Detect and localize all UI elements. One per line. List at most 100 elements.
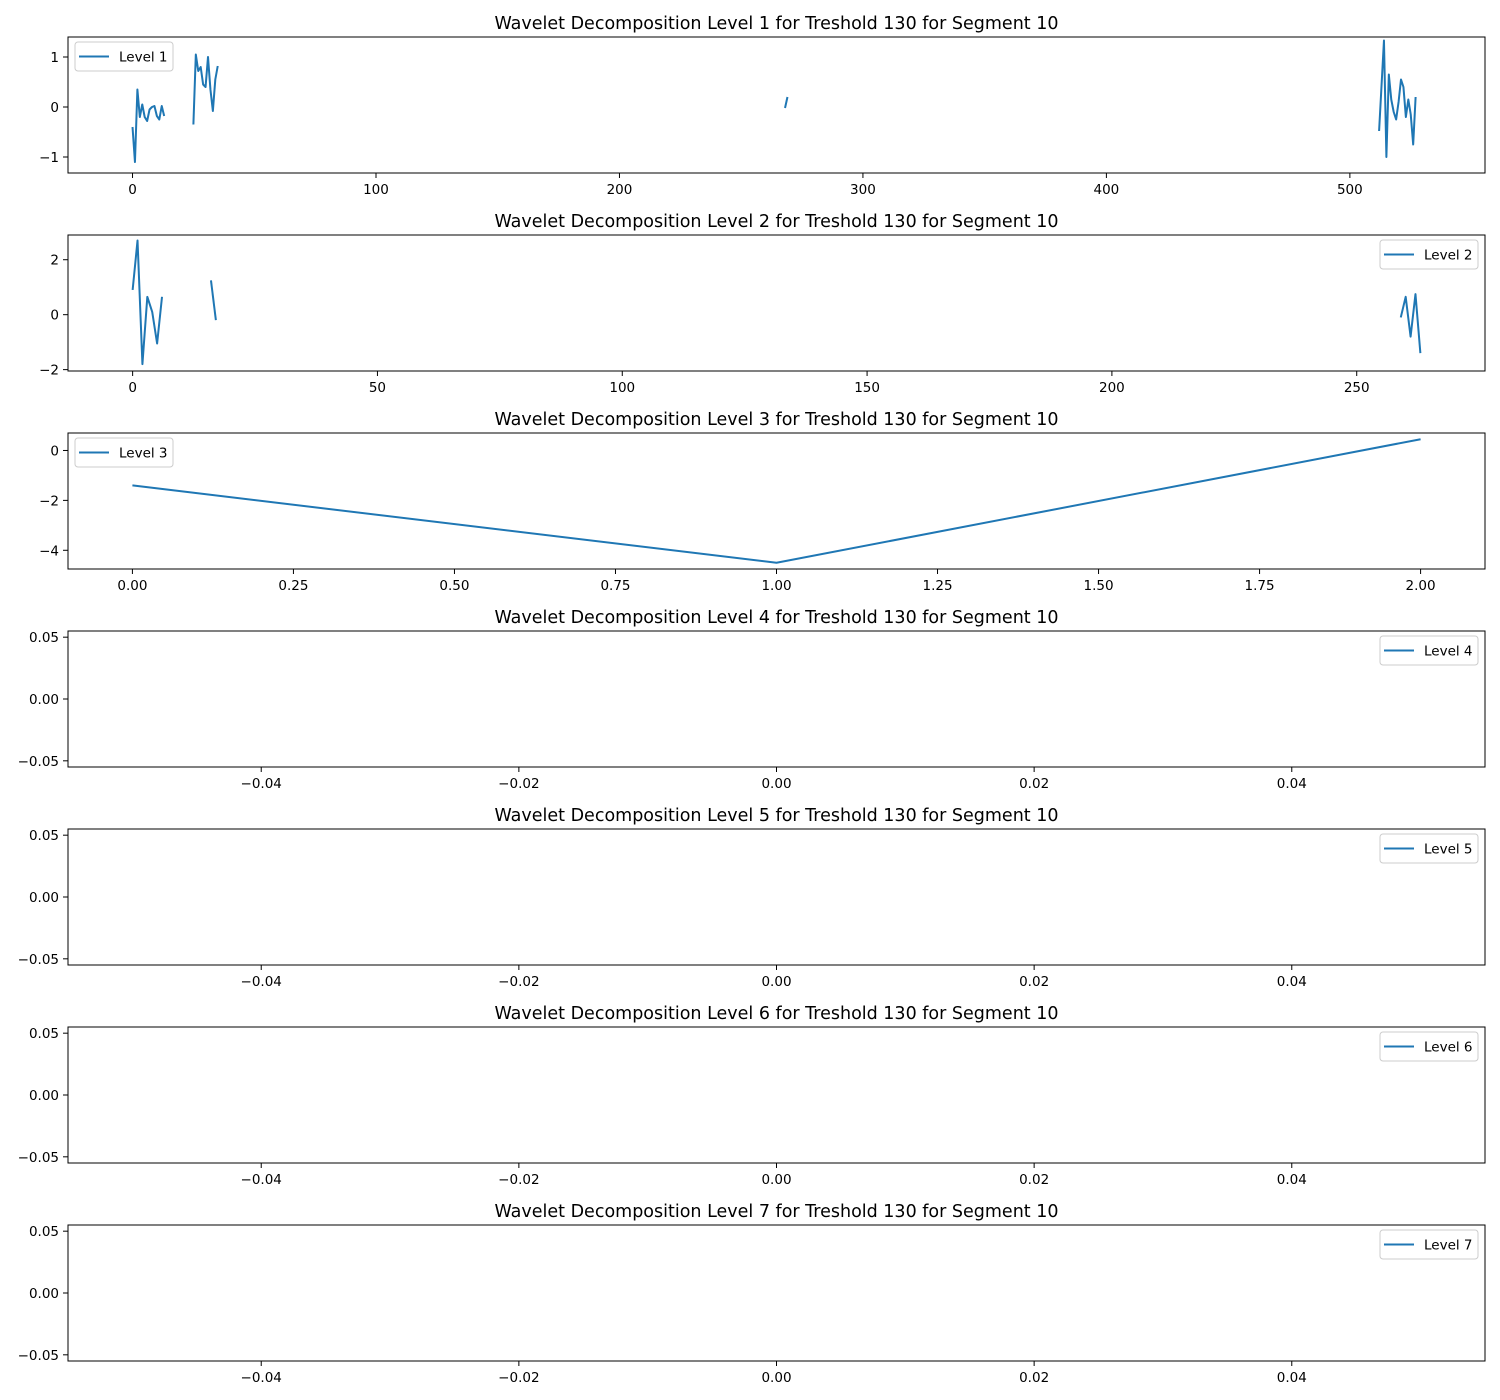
x-tick-label: −0.04: [241, 776, 282, 792]
y-tick-label: 0: [50, 308, 59, 324]
subplot-title: Wavelet Decomposition Level 5 for Tresho…: [495, 806, 1059, 826]
x-tick-label: 300: [850, 182, 876, 198]
axes-frame: [67, 432, 1486, 570]
series-line-segment: [1399, 293, 1422, 354]
y-tick-label: 0.00: [29, 692, 59, 708]
legend-label: Level 4: [1424, 644, 1473, 660]
x-tick-label: 0.02: [1019, 1172, 1049, 1188]
legend-label: Level 5: [1424, 842, 1473, 858]
y-tick-label: 0.05: [29, 1026, 59, 1042]
subplot-title: Wavelet Decomposition Level 2 for Tresho…: [495, 212, 1059, 232]
y-tick-label: −4: [39, 543, 59, 559]
legend: Level 4: [1379, 635, 1479, 666]
x-tick-label: −0.02: [498, 776, 539, 792]
x-tick-label: −0.04: [241, 1172, 282, 1188]
axes-frame: [67, 630, 1486, 768]
x-tick-label: 0.04: [1277, 776, 1307, 792]
legend-box: [74, 437, 174, 468]
series-line-segment: [784, 96, 789, 109]
axes-frame: [67, 1026, 1486, 1164]
y-tick-label: −0.05: [18, 754, 59, 770]
y-tick-label: −2: [39, 493, 59, 509]
legend-box: [1379, 635, 1479, 666]
x-tick-label: 1.00: [761, 578, 791, 594]
subplot-title: Wavelet Decomposition Level 7 for Tresho…: [495, 1202, 1059, 1222]
y-tick-label: 0.05: [29, 1224, 59, 1240]
x-tick-label: 0.00: [761, 1370, 791, 1386]
x-tick-label: 2.00: [1406, 578, 1436, 594]
y-tick-label: −0.05: [18, 1150, 59, 1166]
series-line-segment: [209, 280, 217, 321]
y-tick-label: 0.00: [29, 890, 59, 906]
y-tick-label: 0.05: [29, 828, 59, 844]
x-tick-label: 0.04: [1277, 1172, 1307, 1188]
subplot-title: Wavelet Decomposition Level 1 for Tresho…: [495, 14, 1059, 34]
legend-label: Level 3: [119, 446, 168, 462]
legend-box: [1379, 833, 1479, 864]
x-tick-label: 100: [363, 182, 389, 198]
series-line-segment: [131, 239, 164, 366]
subplot-level-4: Wavelet Decomposition Level 4 for Tresho…: [18, 608, 1486, 792]
x-tick-label: 0.02: [1019, 974, 1049, 990]
x-tick-label: 0.00: [117, 578, 147, 594]
x-tick-label: −0.02: [498, 974, 539, 990]
y-tick-label: 0: [50, 443, 59, 459]
series-line-segment: [1378, 39, 1417, 158]
x-tick-label: 400: [1094, 182, 1120, 198]
x-tick-label: 1.25: [922, 578, 952, 594]
legend: Level 6: [1379, 1031, 1479, 1062]
x-tick-label: 50: [369, 380, 386, 396]
x-tick-label: 100: [609, 380, 635, 396]
x-tick-label: 0.00: [761, 776, 791, 792]
y-tick-label: −2: [39, 363, 59, 379]
legend: Level 7: [1379, 1229, 1479, 1260]
x-tick-label: 0: [128, 380, 137, 396]
axes-frame: [67, 1224, 1486, 1362]
x-tick-label: −0.04: [241, 974, 282, 990]
subplot-level-5: Wavelet Decomposition Level 5 for Tresho…: [18, 806, 1486, 990]
subplot-level-2: Wavelet Decomposition Level 2 for Tresho…: [39, 212, 1486, 396]
subplot-level-6: Wavelet Decomposition Level 6 for Tresho…: [18, 1004, 1486, 1188]
y-tick-label: 0.05: [29, 630, 59, 646]
y-tick-label: −0.05: [18, 952, 59, 968]
axes-frame: [67, 36, 1486, 174]
legend-label: Level 2: [1424, 248, 1473, 264]
legend-label: Level 1: [119, 50, 168, 66]
legend-box: [1379, 1031, 1479, 1062]
x-tick-label: 0.02: [1019, 1370, 1049, 1386]
series-line-segment: [132, 438, 1421, 564]
legend-label: Level 6: [1424, 1040, 1473, 1056]
x-tick-label: 0.02: [1019, 776, 1049, 792]
x-tick-label: 0.75: [600, 578, 630, 594]
y-tick-label: 1: [50, 50, 59, 66]
legend: Level 2: [1379, 239, 1479, 270]
x-tick-label: 1.75: [1245, 578, 1275, 594]
legend-box: [1379, 1229, 1479, 1260]
y-tick-label: 0: [50, 100, 59, 116]
subplot-title: Wavelet Decomposition Level 6 for Tresho…: [495, 1004, 1059, 1024]
legend-label: Level 7: [1424, 1238, 1473, 1254]
x-tick-label: 150: [854, 380, 880, 396]
axes-frame: [67, 828, 1486, 966]
x-tick-label: 500: [1337, 182, 1363, 198]
series-line-segment: [192, 53, 219, 125]
series-line-segment: [131, 88, 166, 163]
y-tick-label: −0.05: [18, 1348, 59, 1364]
subplot-level-1: Wavelet Decomposition Level 1 for Tresho…: [39, 14, 1486, 198]
axes-frame: [67, 234, 1486, 372]
legend: Level 5: [1379, 833, 1479, 864]
y-tick-label: 0.00: [29, 1286, 59, 1302]
legend-box: [1379, 239, 1479, 270]
x-tick-label: −0.02: [498, 1172, 539, 1188]
subplot-level-3: Wavelet Decomposition Level 3 for Tresho…: [39, 410, 1486, 594]
y-tick-label: −1: [39, 150, 59, 166]
x-tick-label: −0.04: [241, 1370, 282, 1386]
x-tick-label: 0.04: [1277, 1370, 1307, 1386]
x-tick-label: 200: [1099, 380, 1125, 396]
x-tick-label: 1.50: [1084, 578, 1114, 594]
legend-box: [74, 41, 174, 72]
x-tick-label: −0.02: [498, 1370, 539, 1386]
x-tick-label: 0: [128, 182, 137, 198]
x-tick-label: 0.00: [761, 1172, 791, 1188]
